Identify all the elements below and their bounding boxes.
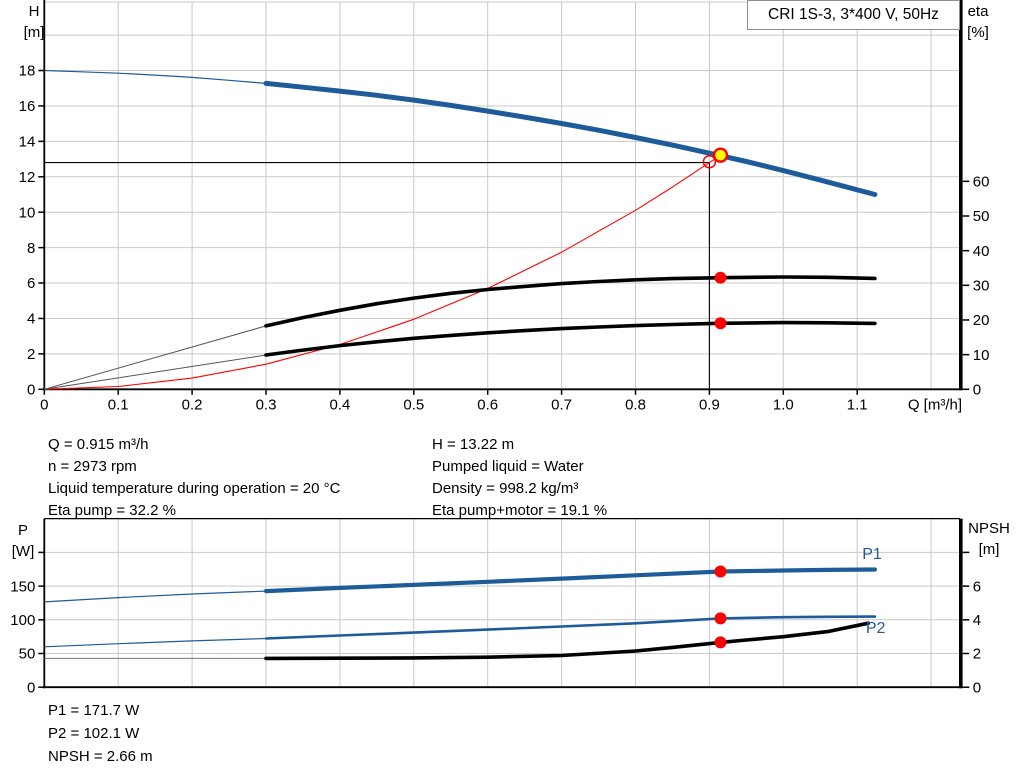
x-axis-tick-label: 0.4	[329, 396, 350, 413]
chart-title-box: CRI 1S-3, 3*400 V, 50Hz	[747, 0, 960, 30]
left-axis-tick-label: 14	[19, 134, 36, 151]
x-axis-tick-label: 0	[40, 396, 48, 413]
eta-pump-motor-duty-point	[714, 317, 727, 330]
p1-duty-point	[714, 565, 727, 578]
x-axis-tick-label: 0.3	[256, 396, 277, 413]
x-axis-unit-label: Q [m³/h]	[908, 396, 962, 413]
left-axis-tick-label: 16	[19, 98, 36, 115]
qh-curve-thin	[44, 69, 267, 84]
duty-point	[712, 147, 729, 163]
eta-axis-label: eta	[967, 3, 989, 20]
right-axis-tick-label: 40	[973, 243, 990, 260]
eta-pump-curve-thin	[44, 325, 267, 390]
power-npsh-readout: P1 = 171.7 W P2 = 102.1 W NPSH = 2.66 m	[48, 699, 153, 768]
right-axis-tick-label: 10	[973, 347, 990, 364]
p-axis-unit: [W]	[11, 543, 35, 560]
npsh-axis-label: NPSH	[968, 520, 1010, 537]
right-axis-title-bottom-chart: NPSH [m]	[960, 518, 1018, 560]
right-axis-title-top-chart: eta [%]	[957, 1, 999, 43]
readout-npsh: NPSH = 2.66 m	[48, 748, 153, 765]
system-curve	[44, 154, 721, 390]
right-axis-tick-label: 4	[973, 612, 981, 629]
readout-speed: n = 2973 rpm	[48, 458, 137, 475]
left-axis-tick-label: 6	[27, 275, 35, 292]
p2-curve-thin	[44, 637, 267, 648]
p1-curve	[263, 567, 877, 594]
x-axis-tick-label: 1.0	[773, 396, 794, 413]
left-axis-tick-label: 150	[10, 578, 35, 595]
x-axis-tick-label: 0.2	[182, 396, 203, 413]
x-axis-tick-label: 0.9	[699, 396, 720, 413]
left-axis-title-top-chart: H [m]	[14, 1, 54, 43]
right-axis-tick-label: 30	[973, 278, 990, 295]
readout-p1: P1 = 171.7 W	[48, 702, 140, 719]
h-axis-unit: [m]	[23, 24, 45, 41]
left-axis-tick-label: 100	[10, 612, 35, 629]
left-axis-title-bottom-chart: P [W]	[2, 520, 44, 562]
npsh-curve	[264, 621, 871, 661]
right-axis-tick-label: 50	[973, 208, 990, 225]
curve-label-p1: P1	[862, 546, 882, 563]
h-axis-label: H	[28, 3, 40, 20]
eta-pump-curve	[264, 275, 877, 328]
left-axis-tick-label: 10	[19, 204, 36, 221]
readout-eta-pump-motor: Eta pump+motor = 19.1 %	[432, 502, 608, 519]
x-axis-tick-label: 0.1	[108, 396, 129, 413]
readout-liquid-temperature: Liquid temperature during operation = 20…	[48, 480, 341, 497]
eta-pump-duty-point	[714, 271, 727, 284]
right-axis-tick-label: 2	[973, 646, 981, 663]
left-axis-tick-label: 8	[27, 240, 35, 257]
duty-readout-left: Q = 0.915 m³/h n = 2973 rpm Liquid tempe…	[48, 434, 340, 522]
left-axis-tick-label: 12	[19, 169, 36, 186]
readout-density: Density = 998.2 kg/m³	[432, 480, 579, 497]
left-axis-tick-label: 50	[19, 646, 36, 663]
readout-eta-pump: Eta pump = 32.2 %	[48, 502, 176, 519]
readout-pumped-liquid: Pumped liquid = Water	[432, 458, 584, 475]
p2-curve	[264, 615, 877, 640]
readout-p2: P2 = 102.1 W	[48, 725, 140, 742]
readout-flow: Q = 0.915 m³/h	[48, 436, 149, 453]
right-axis-tick-label: 6	[973, 578, 981, 595]
left-axis-tick-label: 0	[27, 382, 35, 399]
x-axis-tick-label: 0.5	[403, 396, 424, 413]
p2-duty-point	[714, 612, 727, 625]
left-axis-tick-label: 2	[27, 346, 35, 363]
curve-label-p2: P2	[866, 620, 886, 637]
x-axis-tick-label: 1.1	[847, 396, 868, 413]
eta-pump-motor-curve-thin	[44, 354, 267, 390]
npsh-axis-unit: [m]	[978, 541, 1000, 558]
eta-pump-motor-curve	[264, 320, 877, 357]
x-axis-tick-label: 0.8	[625, 396, 646, 413]
chart-title: CRI 1S-3, 3*400 V, 50Hz	[768, 6, 939, 23]
eta-axis-unit: [%]	[967, 24, 989, 41]
x-axis-tick-label: 0.6	[477, 396, 498, 413]
system-intersection-point	[702, 154, 717, 169]
right-axis-tick-label: 60	[973, 174, 990, 191]
readout-head: H = 13.22 m	[432, 436, 515, 453]
qh-curve	[263, 80, 878, 197]
left-axis-tick-label: 0	[27, 679, 35, 696]
x-axis-tick-label: 0.7	[551, 396, 572, 413]
left-axis-tick-label: 18	[19, 63, 36, 80]
npsh-duty-point	[714, 636, 727, 649]
p-axis-label: P	[17, 522, 28, 539]
right-axis-tick-label: 20	[973, 312, 990, 329]
left-axis-tick-label: 4	[27, 311, 35, 328]
right-axis-tick-label: 0	[973, 382, 981, 399]
right-axis-tick-label: 0	[973, 679, 981, 696]
p1-curve-thin	[44, 590, 267, 603]
duty-readout-right: H = 13.22 m Pumped liquid = Water Densit…	[432, 434, 607, 522]
